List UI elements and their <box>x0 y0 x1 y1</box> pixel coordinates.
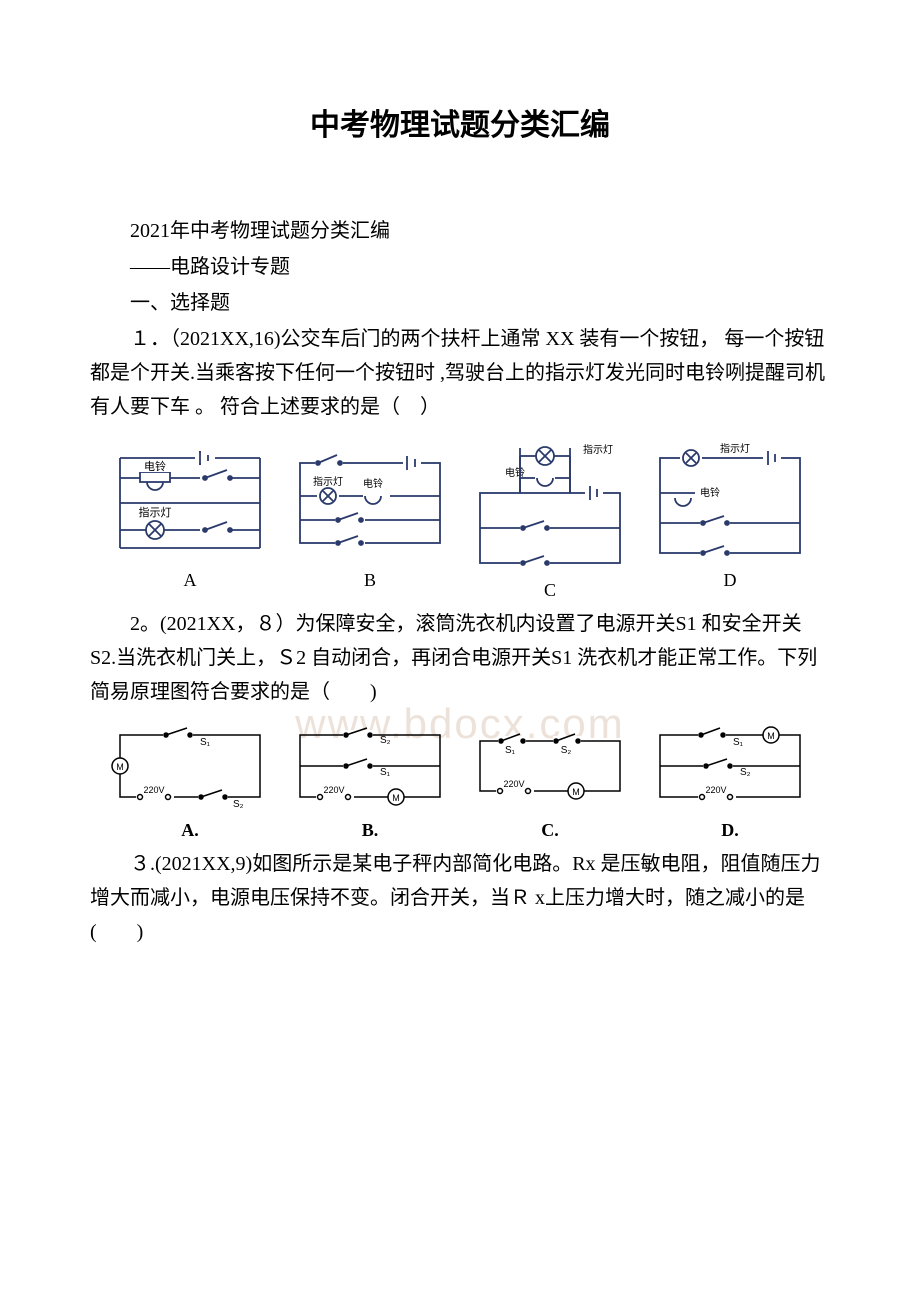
q2-figures: M S₁ 220V S₂ <box>90 723 830 841</box>
svg-text:220V: 220V <box>705 785 726 795</box>
svg-text:M: M <box>392 793 400 803</box>
svg-text:S₁: S₁ <box>504 745 515 756</box>
question-2: 2。(2021XX，８）为保障安全，滚筒洗衣机内设置了电源开关S1 和安全开关 … <box>90 607 830 709</box>
svg-text:M: M <box>572 787 580 797</box>
svg-text:S₂: S₂ <box>233 799 244 810</box>
svg-text:指示灯: 指示灯 <box>583 443 613 456</box>
svg-text:S₁: S₁ <box>733 737 744 748</box>
svg-text:220V: 220V <box>503 779 524 789</box>
section-heading: 一、选择题 <box>90 286 830 320</box>
svg-text:S₁: S₁ <box>200 737 211 748</box>
svg-text:S₂: S₂ <box>740 767 751 778</box>
svg-text:电铃: 电铃 <box>144 459 166 473</box>
q2-label-a: A. <box>181 820 199 841</box>
svg-text:M: M <box>767 731 775 741</box>
page-title: 中考物理试题分类汇编 <box>90 100 830 144</box>
q2-label-b: B. <box>362 820 379 841</box>
q1-label-b: B <box>364 570 376 591</box>
svg-text:指示灯: 指示灯 <box>313 475 343 488</box>
svg-text:220V: 220V <box>323 785 344 795</box>
svg-text:电铃: 电铃 <box>363 477 383 490</box>
svg-text:M: M <box>116 762 124 772</box>
svg-text:S₁: S₁ <box>380 767 391 778</box>
q1-diagram-b: 指示灯 电铃 B <box>285 438 455 601</box>
question-3: ３.(2021XX,9)如图所示是某电子秤内部简化电路。Rx 是压敏电阻，阻值随… <box>90 847 830 949</box>
svg-text:S₂: S₂ <box>560 745 571 756</box>
svg-text:220V: 220V <box>143 785 164 795</box>
subtitle-2: ——电路设计专题 <box>90 250 830 284</box>
svg-text:指示灯: 指示灯 <box>139 505 172 519</box>
q1-figures: 电铃 指示灯 <box>90 438 830 601</box>
q2-label-d: D. <box>721 820 739 841</box>
q1-label-c: C <box>544 580 556 601</box>
subtitle-1: 2021年中考物理试题分类汇编 <box>90 214 830 248</box>
svg-text:S₂: S₂ <box>380 735 391 746</box>
q1-diagram-c: 指示灯 电铃 <box>465 438 635 601</box>
q2-label-c: C. <box>541 820 559 841</box>
question-1: １．（2021XX,16)公交车后门的两个扶杆上通常 XX 装有一个按钮， 每一… <box>90 322 830 424</box>
q2-diagram-c: S₁ S₂ 220V M C. <box>468 723 633 841</box>
q2-diagram-b: S₂ S₁ 220V M B. <box>288 723 453 841</box>
svg-text:电铃: 电铃 <box>700 486 720 499</box>
q2-diagram-d: S₁ M S₂ 220V D. <box>648 723 813 841</box>
q2-diagram-a: M S₁ 220V S₂ <box>108 723 273 841</box>
svg-text:指示灯: 指示灯 <box>720 442 750 455</box>
svg-text:电铃: 电铃 <box>505 466 525 479</box>
q1-label-a: A <box>184 570 197 591</box>
q1-diagram-a: 电铃 指示灯 <box>105 438 275 601</box>
q1-diagram-d: 指示灯 电铃 <box>645 438 815 601</box>
q1-label-d: D <box>724 570 737 591</box>
